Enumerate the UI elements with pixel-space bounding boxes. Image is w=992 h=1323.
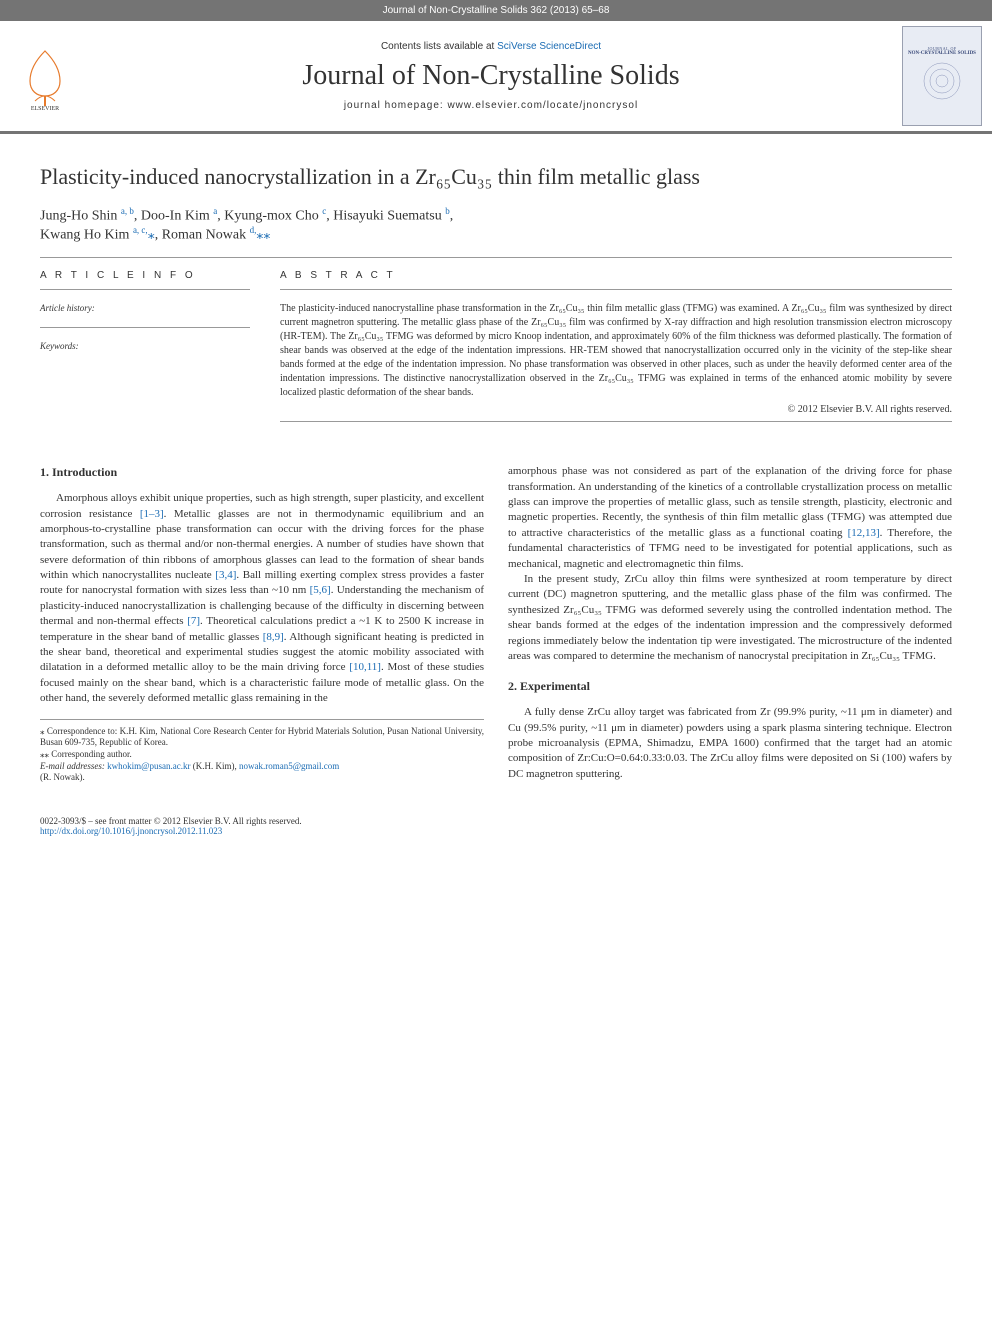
- journal-center: Contents lists available at SciVerse Sci…: [90, 31, 892, 121]
- abstract-heading: A B S T R A C T: [280, 270, 952, 281]
- divider-abstract: [280, 289, 952, 290]
- issn-line: 0022-3093/$ – see front matter © 2012 El…: [40, 816, 302, 826]
- doi-link[interactable]: http://dx.doi.org/10.1016/j.jnoncrysol.2…: [40, 826, 222, 836]
- footnotes: ⁎ Correspondence to: K.H. Kim, National …: [40, 719, 484, 784]
- col2-paragraph-1: amorphous phase was not considered as pa…: [508, 464, 952, 572]
- email-line: E-mail addresses: kwhokim@pusan.ac.kr (K…: [40, 761, 484, 773]
- footer-left: 0022-3093/$ – see front matter © 2012 El…: [40, 816, 302, 836]
- cite-link-7[interactable]: [7]: [187, 615, 200, 627]
- column-left: 1. Introduction Amorphous alloys exhibit…: [40, 464, 484, 784]
- article-body: Plasticity-induced nanocrystallization i…: [0, 134, 992, 804]
- citation-text: Journal of Non-Crystalline Solids 362 (2…: [383, 5, 610, 16]
- cite-link-10-11[interactable]: [10,11]: [349, 661, 381, 673]
- authors: Jung-Ho Shin a, b, Doo-In Kim a, Kyung-m…: [40, 206, 952, 243]
- footer-row: 0022-3093/$ – see front matter © 2012 El…: [0, 816, 992, 856]
- article-info-heading: A R T I C L E I N F O: [40, 270, 250, 281]
- contents-prefix: Contents lists available at: [381, 41, 497, 52]
- keywords-block: Keywords:: [40, 340, 250, 353]
- cite-link-3-4[interactable]: [3,4]: [215, 569, 236, 581]
- elsevier-tree-icon: ELSEVIER: [15, 41, 75, 111]
- abstract-text: The plasticity-induced nanocrystalline p…: [280, 302, 952, 400]
- divider-info-1: [40, 289, 250, 290]
- journal-name: Journal of Non-Crystalline Solids: [90, 60, 892, 92]
- journal-cover-thumb: JOURNAL OF NON-CRYSTALLINE SOLIDS: [902, 26, 982, 126]
- intro-heading: 1. Introduction: [40, 464, 484, 481]
- abstract-copyright: © 2012 Elsevier B.V. All rights reserved…: [280, 404, 952, 415]
- experimental-paragraph-1: A fully dense ZrCu alloy target was fabr…: [508, 705, 952, 782]
- article-history-block: Article history:: [40, 302, 250, 315]
- abstract-col: A B S T R A C T The plasticity-induced n…: [280, 270, 952, 434]
- cite-link-5-6[interactable]: [5,6]: [310, 584, 331, 596]
- corr-note-1: ⁎ Correspondence to: K.H. Kim, National …: [40, 726, 484, 749]
- elsevier-logo: ELSEVIER: [0, 31, 90, 121]
- col2-paragraph-2: In the present study, ZrCu alloy thin fi…: [508, 572, 952, 664]
- divider-info-2: [40, 327, 250, 328]
- email-who-2: (R. Nowak).: [40, 772, 484, 784]
- email-who-1: (K.H. Kim),: [190, 761, 239, 771]
- journal-header: ELSEVIER Contents lists available at Sci…: [0, 21, 992, 134]
- cite-link-12-13[interactable]: [12,13]: [848, 527, 880, 539]
- divider-top: [40, 257, 952, 258]
- corr-note-2: ⁎⁎ Corresponding author.: [40, 749, 484, 761]
- journal-homepage: journal homepage: www.elsevier.com/locat…: [90, 100, 892, 111]
- cite-link-1-3[interactable]: [1–3]: [140, 508, 164, 520]
- article-info-col: A R T I C L E I N F O Article history: K…: [40, 270, 250, 434]
- sciencedirect-link[interactable]: SciVerse ScienceDirect: [497, 41, 601, 52]
- contents-line: Contents lists available at SciVerse Sci…: [90, 41, 892, 52]
- keywords-label: Keywords:: [40, 340, 250, 353]
- history-label: Article history:: [40, 302, 250, 315]
- info-abstract-row: A R T I C L E I N F O Article history: K…: [40, 270, 952, 434]
- divider-abstract-bottom: [280, 421, 952, 422]
- experimental-heading: 2. Experimental: [508, 678, 952, 695]
- email-link-2[interactable]: nowak.roman5@gmail.com: [239, 761, 339, 771]
- cover-art-icon: [917, 56, 967, 106]
- citation-bar: Journal of Non-Crystalline Solids 362 (2…: [0, 0, 992, 21]
- main-columns: 1. Introduction Amorphous alloys exhibit…: [40, 464, 952, 784]
- column-right: amorphous phase was not considered as pa…: [508, 464, 952, 784]
- email-label: E-mail addresses:: [40, 761, 107, 771]
- article-title: Plasticity-induced nanocrystallization i…: [40, 164, 952, 190]
- svg-text:ELSEVIER: ELSEVIER: [31, 106, 59, 111]
- cite-link-8-9[interactable]: [8,9]: [263, 631, 284, 643]
- intro-paragraph-1: Amorphous alloys exhibit unique properti…: [40, 491, 484, 706]
- email-link-1[interactable]: kwhokim@pusan.ac.kr: [107, 761, 190, 771]
